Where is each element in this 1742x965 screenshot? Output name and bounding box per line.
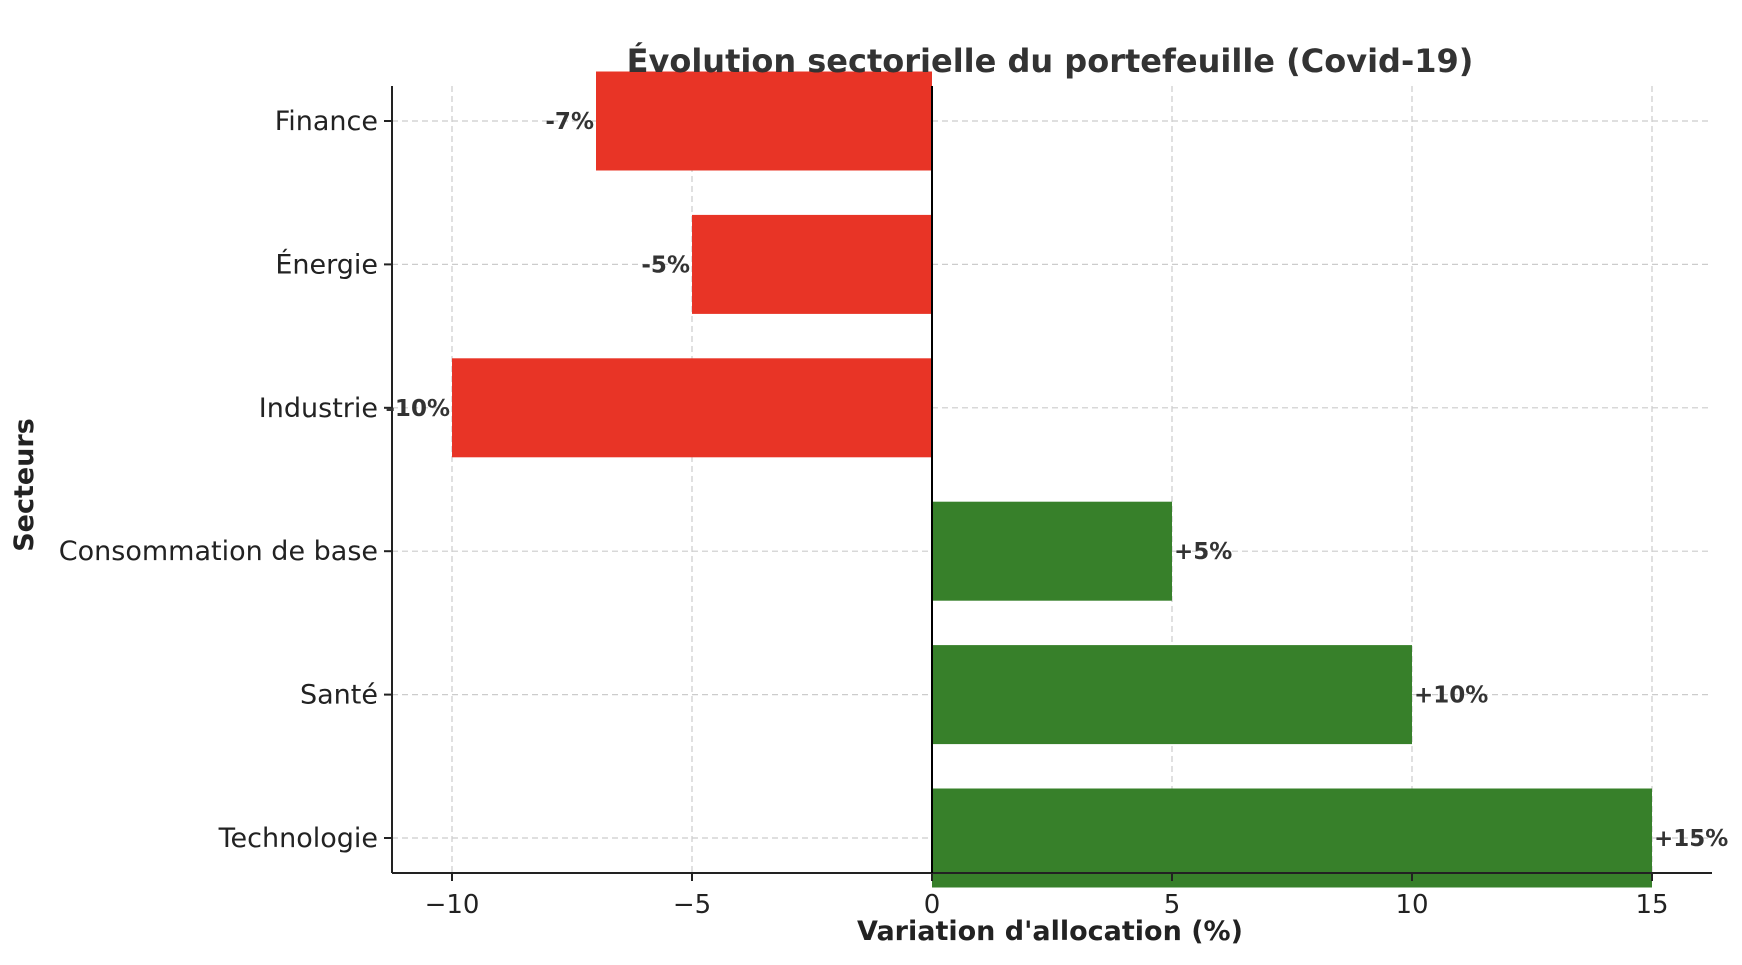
x-axis-label: Variation d'allocation (%)	[857, 916, 1243, 947]
bar	[596, 71, 932, 171]
grid-lines	[392, 86, 1712, 873]
bars	[452, 71, 1652, 888]
category-label: Finance	[275, 106, 378, 137]
x-ticks: −10 −5 0 5 10 15	[425, 873, 1669, 920]
data-labels: +15% +10% +5% -10% -5% -7%	[385, 109, 1728, 852]
axes	[391, 86, 1712, 874]
data-label: -7%	[545, 109, 594, 135]
data-label: -5%	[641, 252, 690, 278]
x-tick-label: −10	[425, 890, 480, 920]
bar	[932, 645, 1412, 745]
bar	[932, 788, 1652, 888]
y-axis-label: Secteurs	[9, 418, 40, 552]
x-tick-label: 15	[1635, 890, 1668, 920]
bar	[932, 501, 1172, 601]
bar	[692, 214, 932, 314]
x-tick-label: −5	[673, 890, 711, 920]
category-label: Consommation de base	[59, 536, 378, 567]
data-label: -10%	[385, 396, 450, 422]
category-label: Santé	[300, 680, 378, 711]
data-label: +10%	[1414, 683, 1488, 709]
category-label: Énergie	[275, 248, 378, 280]
category-label: Industrie	[259, 393, 378, 424]
data-label: +5%	[1174, 539, 1232, 565]
chart-title: Évolution sectorielle du portefeuille (C…	[627, 42, 1474, 80]
bar	[452, 358, 932, 458]
x-tick-label: 10	[1395, 890, 1428, 920]
data-label: +15%	[1654, 826, 1728, 852]
x-tick-label: 0	[924, 890, 941, 920]
y-ticks: Technologie Santé Consommation de base Indu…	[59, 106, 392, 854]
x-tick-label: 5	[1164, 890, 1181, 920]
category-label: Technologie	[218, 823, 378, 854]
